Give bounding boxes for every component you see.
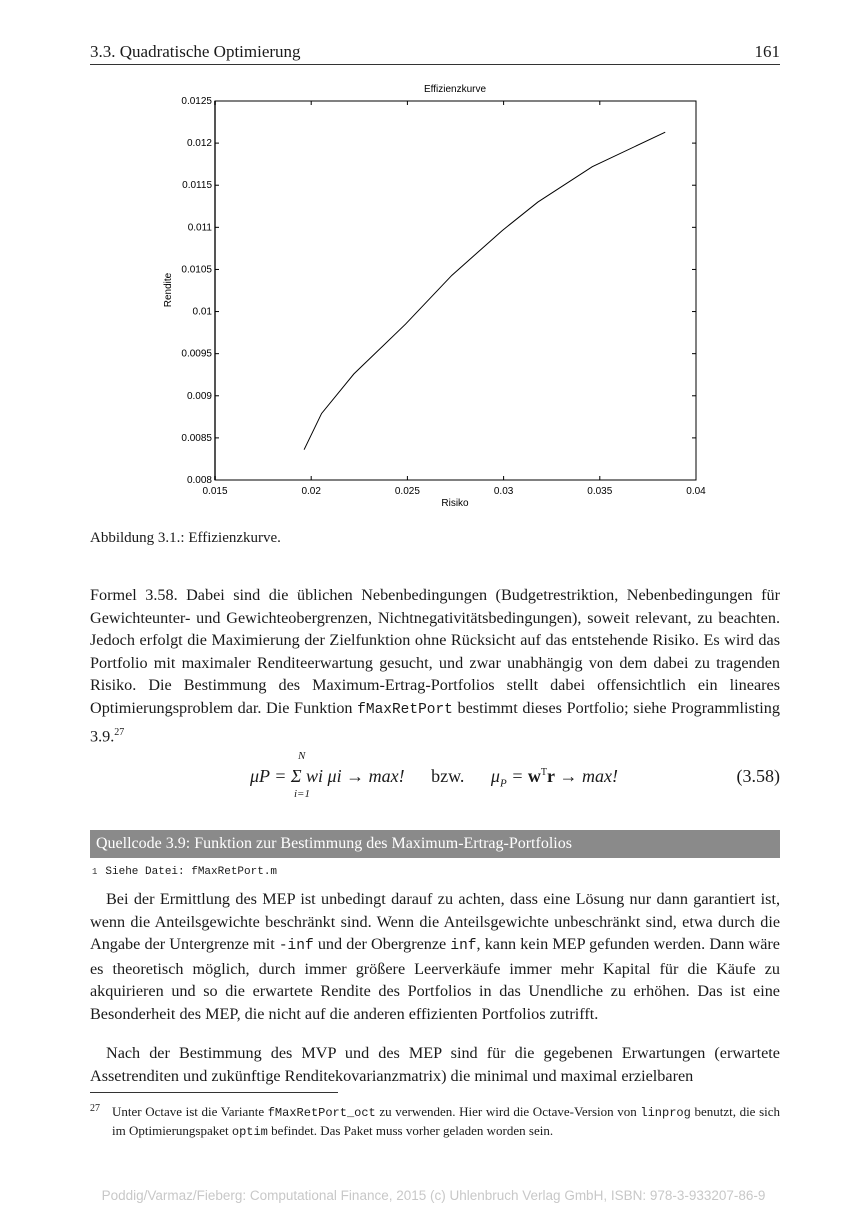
running-header: 3.3. Quadratische Optimierung 161: [90, 42, 780, 65]
inline-code: inf: [450, 938, 477, 955]
x-tick-label: 0.035: [587, 486, 612, 497]
text: und der Obergrenze: [313, 935, 451, 954]
y-tick-label: 0.0115: [182, 180, 212, 191]
text: benutzt, die sich im Optimierungspaket: [112, 1104, 781, 1138]
y-tick-label: 0.0095: [181, 349, 212, 360]
series-line: [303, 131, 666, 450]
y-tick-label: 0.012: [187, 138, 212, 149]
eq-separator: bzw.: [431, 766, 465, 786]
figure-caption: Abbildung 3.1.: Effizienzkurve.: [90, 530, 281, 546]
footnote-27: 27 Unter Octave ist die Variante fMaxRet…: [90, 1103, 780, 1141]
sum-upper: N: [298, 750, 306, 762]
inline-code: linprog: [640, 1106, 691, 1120]
section-title: 3.3. Quadratische Optimierung: [90, 42, 301, 61]
text: zu verwenden. Hier wird die Octave-Versi…: [375, 1104, 641, 1119]
x-tick-label: 0.04: [686, 486, 706, 497]
x-tick-label: 0.025: [395, 486, 420, 497]
y-tick-label: 0.0105: [181, 264, 212, 275]
y-tick-label: 0.0125: [181, 96, 212, 107]
inline-code: fMaxRetPort_oct: [267, 1106, 376, 1120]
text: Bei der Ermittlung des MEP ist unbedingt…: [90, 890, 780, 954]
equation-number: (3.58): [736, 766, 781, 786]
y-axis-label: Rendite: [163, 272, 174, 307]
line-number: 1: [92, 867, 98, 877]
chart-title: Effizienzkurve: [424, 84, 487, 95]
paragraph-1: Formel 3.58. Dabei sind die üblichen Neb…: [90, 584, 780, 748]
listing-title: Quellcode 3.9: Funktion zur Bestimmung d…: [90, 830, 780, 858]
code-line: Siehe Datei: fMaxRetPort.m: [105, 866, 278, 878]
y-tick-label: 0.01: [193, 307, 213, 318]
paragraph-3: Nach der Bestimmung des MVP und des MEP …: [90, 1044, 780, 1085]
text: bestimmt dieses Portfolio; siehe Program…: [90, 698, 780, 745]
footnote-ref[interactable]: 27: [114, 726, 125, 738]
y-tick-label: 0.0085: [181, 433, 212, 444]
code-listing: 1 Siehe Datei: fMaxRetPort.m: [92, 866, 277, 878]
footnote-mark: 27: [90, 1103, 100, 1114]
equation-left: μP = Σ wi μi → max!: [250, 766, 405, 786]
y-tick-label: 0.009: [187, 391, 212, 402]
x-tick-label: 0.015: [202, 486, 227, 497]
paragraph-2: Bei der Ermittlung des MEP ist unbedingt…: [90, 888, 780, 1026]
plot-frame: [214, 100, 697, 481]
text: , kann kein MEP gefunden werden. Dann wä…: [90, 935, 780, 1023]
inline-code: optim: [231, 1125, 268, 1139]
copyright-watermark: Poddig/Varmaz/Fieberg: Computational Fin…: [101, 1188, 766, 1203]
x-tick-label: 0.02: [301, 486, 321, 497]
x-tick-label: 0.03: [494, 486, 514, 497]
inline-code: fMaxRetPort: [357, 701, 453, 718]
sum-lower: i=1: [294, 788, 310, 800]
y-tick-label: 0.011: [188, 222, 213, 233]
efficiency-frontier-chart: Effizienzkurve Risiko Rendite 0.015 0.02 0…: [163, 84, 706, 509]
text: Formel 3.58. Dabei sind die üblichen Neb…: [90, 586, 780, 717]
x-axis-label: Risiko: [441, 498, 469, 509]
text: befindet. Das Paket muss vorher geladen …: [267, 1123, 554, 1138]
y-tick-label: 0.008: [187, 475, 212, 486]
inline-code: -inf: [278, 938, 314, 955]
text: Unter Octave ist die Variante: [112, 1104, 268, 1119]
page-number: 161: [754, 42, 781, 61]
footnote-rule: [90, 1092, 338, 1093]
equation-3-58: μP = Σ wi μi → max! N i=1 bzw. μP = wTr …: [250, 750, 781, 800]
